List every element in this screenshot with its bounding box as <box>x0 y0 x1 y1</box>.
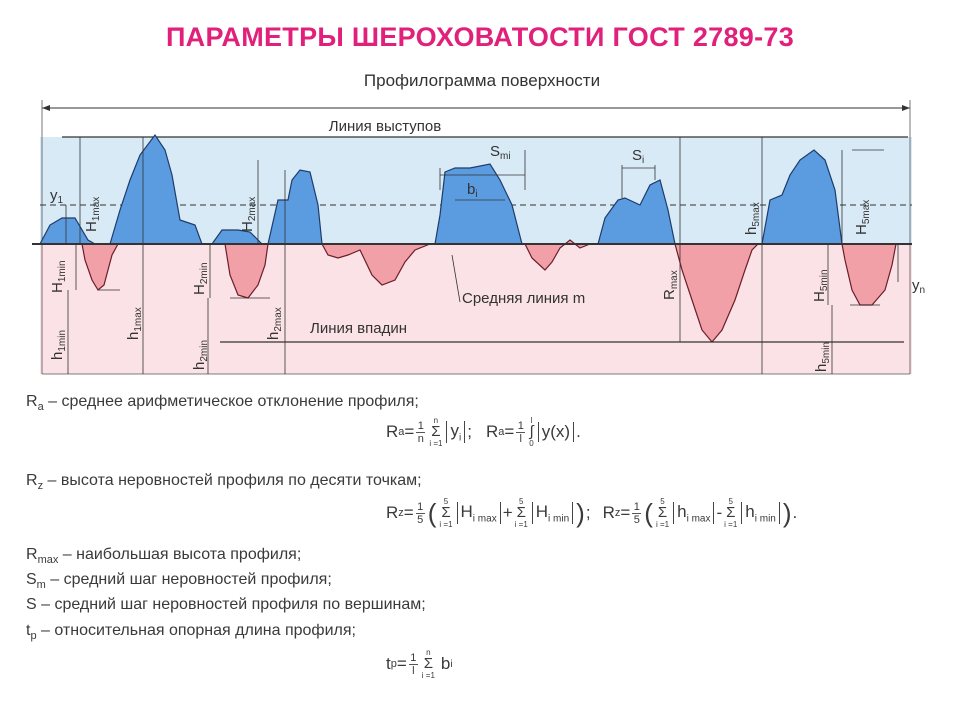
def-s: S – средний шаг неровностей профиля по в… <box>26 596 426 613</box>
label-Smi: Smi <box>490 143 511 162</box>
label-h5min: h5min <box>813 342 832 372</box>
label-h5max: h5max <box>743 202 762 235</box>
diagram-heading: Профилограмма поверхности <box>364 71 600 90</box>
def-ra: Ra – среднее арифметическое отклонение п… <box>26 393 419 414</box>
valley-line-label: Линия впадин <box>310 320 407 337</box>
profilogram-diagram: Профилограмма поверхности Линия выступов… <box>32 71 925 375</box>
label-Si: Si <box>632 147 644 166</box>
label-Rmax: Rmax <box>661 270 680 300</box>
label-h2min: h2min <box>191 340 210 370</box>
lower-band <box>40 244 912 374</box>
profile-peaks <box>39 133 843 245</box>
def-tp: tp – относительная опорная длина профиля… <box>26 622 356 643</box>
label-h1max: h1max <box>125 307 144 340</box>
label-yn: yn <box>912 277 925 296</box>
label-H5max: H5max <box>853 200 872 235</box>
def-rmax: Rmax – наибольшая высота профиля; <box>26 546 302 567</box>
label-bi: bi <box>467 181 478 200</box>
mean-line-label: Средняя линия m <box>462 290 585 307</box>
label-h2max: h2max <box>265 307 284 340</box>
def-rz: Rz – высота неровностей профиля по десят… <box>26 472 422 493</box>
profile-valleys <box>81 239 897 343</box>
peak-line-label: Линия выступов <box>329 118 441 135</box>
label-H5min: H5min <box>811 269 830 302</box>
page-title: ПАРАМЕТРЫ ШЕРОХОВАТОСТИ ГОСТ 2789-73 <box>165 22 795 52</box>
def-sm: Sm – средний шаг неровностей профиля; <box>26 571 332 592</box>
label-H2max: H2max <box>239 197 258 232</box>
label-H2min: H2min <box>191 262 210 295</box>
label-y1: y1 <box>50 187 64 206</box>
label-h1min: h1min <box>49 330 68 360</box>
label-H1max: H1max <box>83 197 102 232</box>
label-H1min: H1min <box>49 260 68 293</box>
